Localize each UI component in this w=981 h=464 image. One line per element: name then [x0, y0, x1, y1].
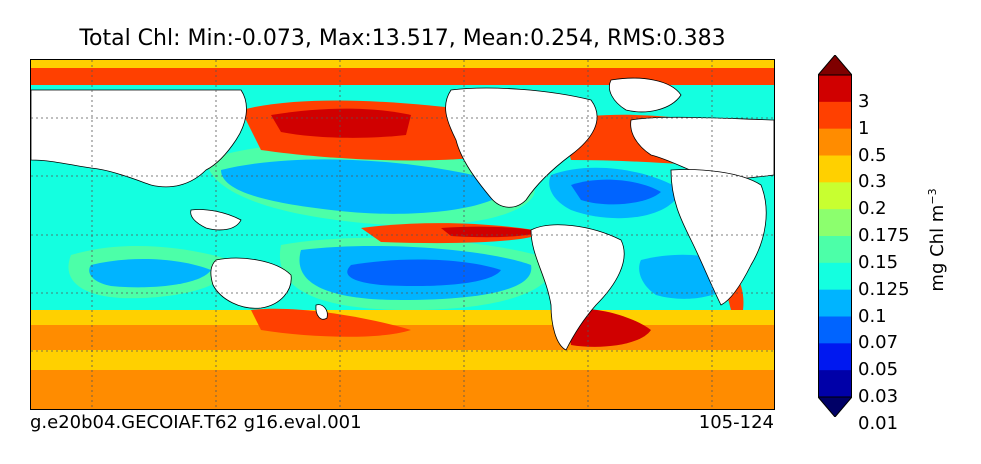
indian-ocean-gyre-core [89, 258, 211, 288]
colorbar-segment [818, 128, 852, 156]
map-title: Total Chl: Min:-0.073, Max:13.517, Mean:… [79, 26, 726, 51]
equatorial-upwelling-core [441, 226, 543, 238]
colorbar-tick-label: 0.1 [858, 305, 887, 327]
land-south-america [530, 224, 625, 351]
colorbar-tick-label: 0.05 [858, 359, 899, 381]
land-australia [210, 257, 292, 309]
north-atlantic-gyre-core [571, 179, 661, 205]
chlorophyll-map [30, 59, 775, 410]
run-identifier: g.e20b04.GECOIAF.T62 g16.eval.001 [30, 412, 362, 433]
colorbar-tick-label: 1 [858, 117, 870, 139]
colorbar-tick-label: 0.125 [858, 278, 910, 300]
colorbar-tick-label: 0.07 [858, 332, 899, 354]
south-pacific-gyre-core [347, 259, 501, 287]
north-pacific-gyre [221, 159, 511, 214]
colorbar-segment [818, 236, 852, 264]
colorbar-tick-label: 0.5 [858, 144, 887, 166]
antarctic-edge [31, 370, 774, 409]
colorbar-segment [818, 101, 852, 130]
colorbar-tick-label: 0.03 [858, 386, 899, 407]
land-africa [670, 169, 767, 306]
graticule [31, 60, 774, 409]
land-eurasia [31, 89, 247, 188]
colorbar-segment [818, 155, 852, 183]
land-new-zealand [315, 304, 328, 320]
colorbar-segment [818, 370, 852, 398]
colorbar-unit-label: mg Chl m−3 [926, 188, 948, 292]
colorbar-tick-label: 0.175 [858, 225, 910, 246]
colorbar-tick-label: 0.15 [858, 251, 899, 273]
patagonian-shelf-bloom [566, 308, 651, 347]
colorbar [818, 55, 852, 417]
colorbar-tick-label: 0.2 [858, 198, 887, 220]
colorbar-extend-max [818, 55, 852, 76]
colorbar-extend-min [818, 396, 852, 417]
land-greenland [609, 77, 682, 113]
southern-ocean-bloom [251, 308, 411, 337]
north-pacific-bloom-core [271, 108, 411, 138]
colorbar-tick-label: 0.3 [858, 171, 887, 193]
year-range: 105-124 [698, 412, 774, 433]
land-north-america [445, 87, 598, 208]
colorbar-segment [818, 209, 852, 237]
colorbar-segment [818, 75, 852, 103]
colorbar-segment [818, 289, 852, 317]
colorbar-segment [818, 316, 852, 344]
colorbar-segment [818, 343, 852, 371]
colorbar-tick-label: 3 [858, 90, 870, 112]
colorbar-segment [818, 182, 852, 210]
arctic-edge [31, 60, 774, 68]
colorbar-segment [818, 262, 852, 291]
colorbar-tick-label: 0.01 [858, 412, 899, 434]
